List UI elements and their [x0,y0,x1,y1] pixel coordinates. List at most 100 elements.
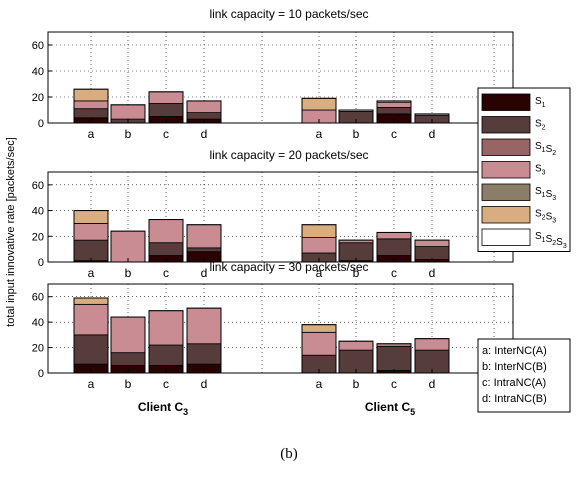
x-tick-label: d [429,127,436,141]
bar-S3-d [414,239,450,247]
bar-S3-a [73,100,109,110]
x-tick-label: c [391,127,397,141]
bar-S3-a [301,237,337,254]
y-tick-label: 60 [32,292,44,304]
client-label-c5: Client C5 [365,400,415,417]
bar-S2-c [376,345,412,371]
legend-swatch-S2 [481,116,531,134]
bar-S2S3-a [301,224,337,238]
bar-S2-d [186,343,222,365]
bar-S3-a [73,303,109,336]
y-tick-label: 20 [32,231,44,243]
y-tick-label: 0 [38,118,44,130]
x-tick-label: b [353,377,360,391]
client-label-c3: Client C3 [138,400,188,417]
bar-S2S3-a [301,324,337,333]
x-tick-label: d [429,266,436,280]
bar-S3-d [186,224,222,249]
legend-swatch-S1 [481,93,531,111]
y-tick-label: 0 [38,368,44,380]
x-tick-label: b [125,377,132,391]
x-tick-label: b [353,266,360,280]
bar-S3-a [301,331,337,356]
y-tick-label: 60 [32,40,44,52]
bar-S2-c [376,107,412,115]
panel-title-2: link capacity = 20 packets/sec [209,148,368,162]
x-tick-label: b [125,127,132,141]
bar-S3-b [110,104,146,120]
y-tick-label: 60 [32,180,44,192]
axes-frame [47,31,514,124]
bar-S2-d [414,246,450,260]
bar-S2-c [148,344,184,366]
chart-panels: 0 20 40 60 a b c d a b c d 0 20 40 60 a b c d a b c d 0 20 40 60 a b c… [32,31,514,391]
bar-S2-d [186,112,222,120]
bar-S2S3-a [301,97,337,111]
x-tick-label: c [163,266,169,280]
panel-1: 0 20 40 60 a b c d a b c d [32,31,514,141]
bar-S2-c [148,242,184,256]
x-tick-label: b [353,127,360,141]
legend-label-S1S3: S1S3 [535,186,556,202]
panel-2: 0 20 40 60 a b c d a b c d [32,171,514,280]
x-tick-label: c [391,266,397,280]
legend-swatch-S1S2S3 [481,228,531,246]
legend-label-S2: S2 [535,119,546,132]
bar-S3-b [338,340,374,351]
legend-swatch-S2S3 [481,206,531,224]
x-tick-label: b [125,266,132,280]
x-tick-label: d [201,377,208,391]
x-tick-label: a [88,127,95,141]
panel-3: 0 20 40 60 a b c d a b c d [32,283,514,391]
legend-swatch-S3 [481,161,531,179]
bar-S2-b [110,352,146,366]
bar-S3-c [148,310,184,346]
x-tick-label: d [429,377,436,391]
bar-S2-a [73,334,109,365]
bar-S3-c [376,232,412,240]
panel-title-1: link capacity = 10 packets/sec [209,7,368,21]
y-tick-label: 40 [32,66,44,78]
bar-S2-d [186,247,222,253]
bar-S3-c [148,91,184,104]
panel-title-3: link capacity = 30 packets/sec [209,260,368,274]
bar-S3-d [186,100,222,114]
bar-S3-c [148,219,184,244]
scheme-a-label: a: InterNC(A) [482,345,547,357]
legend-label-S3: S3 [535,164,546,177]
legend-label-S1S2S3: S1S2S3 [535,231,567,250]
bar-S2S3-a [73,210,109,224]
x-tick-label: a [88,377,95,391]
figure-label: (b) [280,446,298,462]
legend-swatch-S1S3 [481,183,531,201]
x-tick-label: d [201,127,208,141]
x-tick-label: a [316,266,323,280]
x-tick-label: c [163,377,169,391]
legend-label-S1: S1 [535,96,546,109]
bar-S2S3-a [73,88,109,102]
legend-label-S1S2: S1S2 [535,141,556,157]
x-tick-label: a [88,266,95,280]
y-tick-label: 20 [32,92,44,104]
y-tick-label: 40 [32,206,44,218]
scheme-legend: a: InterNC(A) b: InterNC(B) c: IntraNC(A… [477,338,571,413]
bar-S3-b [110,316,146,354]
bar-S2-c [376,238,412,256]
y-tick-label: 0 [38,257,44,269]
bar-S3-c [376,101,412,108]
x-tick-label: c [163,127,169,141]
y-axis-label: total input innovative rate [packets/sec… [5,137,17,327]
bar-S3-d [186,307,222,345]
bar-S3-b [110,230,146,263]
scheme-b-label: b: InterNC(B) [482,361,547,373]
x-tick-label: a [316,377,323,391]
scheme-c-label: c: IntraNC(A) [482,377,546,389]
x-tick-label: d [201,266,208,280]
y-tick-label: 40 [32,317,44,329]
legend-swatch-S1S2 [481,138,531,156]
bar-S2-a [73,108,109,119]
legend-label-S2S3: S2S3 [535,209,556,225]
axes-frame [47,283,514,374]
